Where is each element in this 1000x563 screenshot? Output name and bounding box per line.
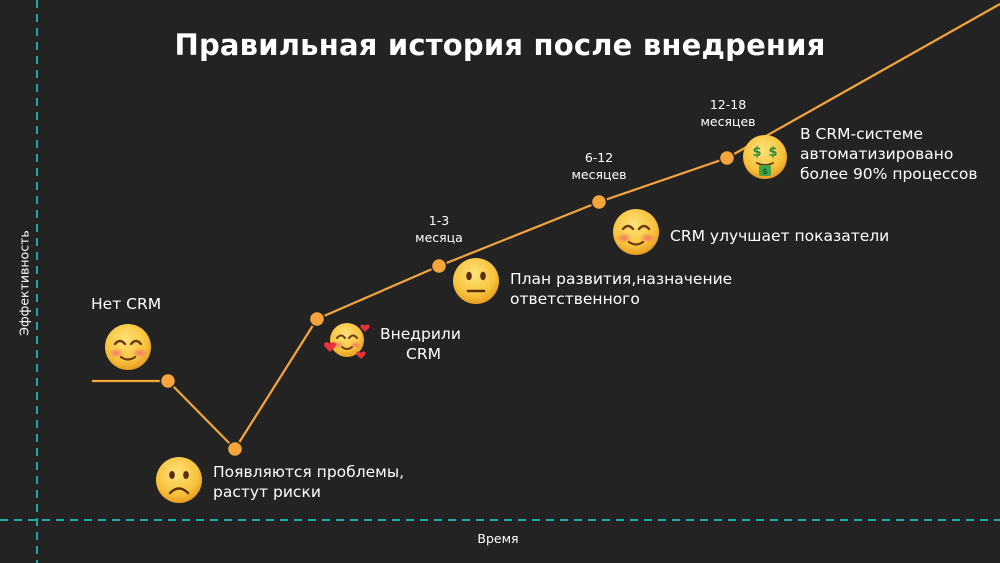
stage-label-implemented: Внедрили CRM [380, 325, 461, 363]
smiling-face-icon [613, 209, 659, 255]
stage-label-problems: Появляются проблемы, растут риски [213, 463, 404, 501]
point-improves [590, 193, 608, 211]
stage-label-improves: CRM улучшает показатели [670, 227, 890, 245]
point-automated [718, 149, 736, 167]
neutral-face-icon [453, 258, 499, 304]
svg-text:$: $ [768, 145, 777, 160]
stage-label-plan: План развития,назначение ответственного [510, 270, 733, 308]
page-title: Правильная история после внедрения [174, 28, 826, 62]
smiling-face-icon [105, 324, 151, 370]
trend-points [159, 149, 736, 458]
stage-period-automated: 12-18 месяцев [700, 97, 756, 129]
point-no-crm [159, 372, 177, 390]
point-implemented [308, 310, 326, 328]
y-axis-label: Эффективность [16, 230, 32, 336]
x-axis-label: Время [477, 531, 519, 546]
stage-label-automated: В CRM-системе автоматизировано более 90%… [800, 125, 978, 183]
stage-label-no-crm: Нет CRM [91, 295, 162, 313]
point-problems [226, 440, 244, 458]
smiling-face-with-hearts-icon [324, 323, 370, 359]
stage-period-plan: 1-3 месяца [415, 213, 463, 245]
point-plan [430, 257, 448, 275]
frowning-face-icon [156, 457, 202, 503]
svg-text:$: $ [762, 167, 768, 176]
trend-line [92, 3, 1000, 451]
money-mouth-face-icon: $ $ $ [743, 135, 787, 179]
svg-text:$: $ [752, 145, 761, 160]
stage-period-improves: 6-12 месяцев [571, 150, 627, 182]
